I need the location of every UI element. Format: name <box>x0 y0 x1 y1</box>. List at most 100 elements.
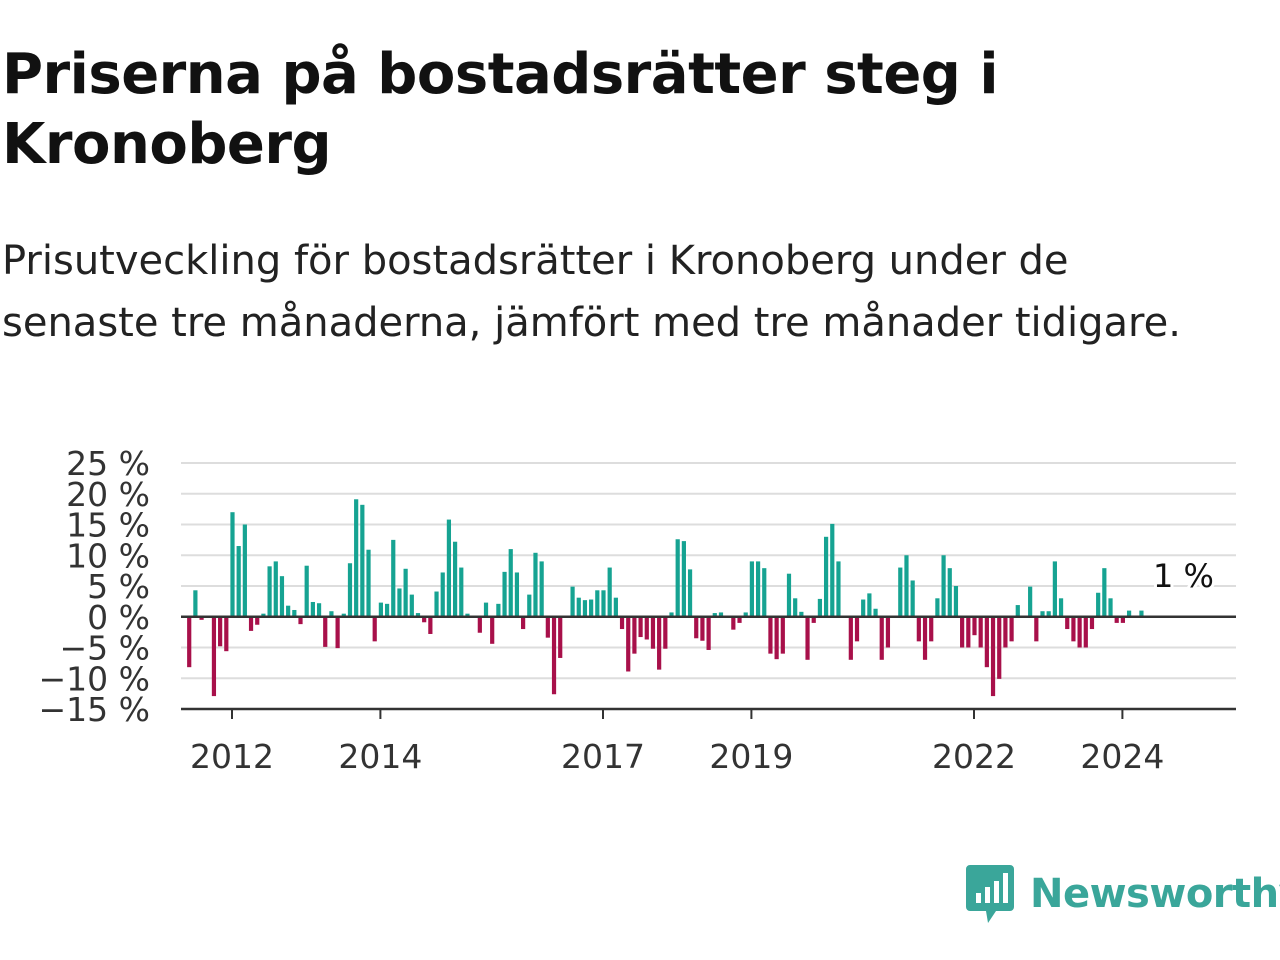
bar <box>922 616 928 660</box>
bar <box>446 519 452 617</box>
bar <box>378 602 383 617</box>
bar-chart: 25 %20 %15 %10 %5 %0 %−5 %−10 %−15 % 2012… <box>39 444 1236 776</box>
bar <box>836 561 841 617</box>
bar <box>669 612 674 617</box>
bar <box>354 499 359 617</box>
chart-title: Priserna på bostadsrätter steg i Kronobe… <box>2 42 999 177</box>
bar <box>384 603 390 617</box>
bar <box>718 612 724 617</box>
bar <box>1046 611 1051 617</box>
y-tick-label: 10 % <box>66 536 150 575</box>
bar <box>372 616 377 642</box>
bar <box>793 598 798 617</box>
y-tick-label: −5 % <box>60 629 151 668</box>
bar <box>910 580 915 617</box>
x-tick-label: 2019 <box>709 737 793 776</box>
bar <box>873 608 878 617</box>
y-tick-label: 5 % <box>87 567 150 606</box>
bar <box>508 549 513 617</box>
bar <box>360 504 365 617</box>
bar <box>199 616 204 620</box>
bar <box>916 616 921 642</box>
bar <box>521 616 526 630</box>
y-tick-label: 0 % <box>87 598 150 637</box>
bar <box>582 600 588 617</box>
bar <box>1126 610 1132 617</box>
x-tick-label: 2014 <box>338 737 422 776</box>
bar <box>545 616 550 638</box>
bar <box>1015 605 1020 617</box>
bar <box>737 616 742 623</box>
bar <box>663 616 668 649</box>
bar <box>242 524 247 617</box>
bar <box>279 576 285 617</box>
bar <box>1083 616 1088 648</box>
bar <box>335 616 340 649</box>
bar <box>490 616 495 644</box>
bar <box>1114 616 1119 623</box>
bar <box>626 616 631 672</box>
bar <box>273 561 278 617</box>
bar <box>267 566 272 617</box>
bar <box>1028 586 1033 617</box>
bar <box>422 616 427 623</box>
bar <box>854 616 860 642</box>
bar <box>817 598 823 617</box>
bar <box>440 572 445 617</box>
bar <box>990 616 996 697</box>
bar <box>879 616 884 660</box>
bar <box>830 523 835 617</box>
bar <box>743 612 748 617</box>
bar <box>218 616 223 647</box>
bar <box>947 568 952 617</box>
y-tick-label: −10 % <box>39 659 151 698</box>
bar <box>650 616 656 649</box>
bar <box>935 598 940 617</box>
bar <box>477 616 482 633</box>
bar <box>978 616 983 648</box>
bar <box>589 599 594 617</box>
bar <box>409 594 414 617</box>
bar <box>391 539 396 617</box>
bar <box>755 561 761 617</box>
bar <box>712 613 717 617</box>
y-tick-label: −15 % <box>39 690 151 729</box>
bar <box>997 616 1002 679</box>
bar <box>1071 616 1076 642</box>
bar <box>347 563 353 617</box>
bar <box>570 586 575 617</box>
bar <box>551 616 557 695</box>
bar <box>236 546 241 617</box>
bar <box>780 616 785 654</box>
bar <box>224 616 229 652</box>
bar <box>687 569 693 617</box>
bar <box>786 573 792 617</box>
x-tick-label: 2017 <box>561 737 645 776</box>
newsworthy-logo-icon <box>966 865 1014 923</box>
bar <box>304 565 309 617</box>
bar <box>706 616 711 650</box>
bar <box>428 616 433 634</box>
bar <box>576 597 581 617</box>
bar <box>323 616 328 647</box>
x-tick-label: 2022 <box>932 737 1016 776</box>
y-tick-label: 20 % <box>66 475 150 514</box>
bar <box>558 616 563 658</box>
bar <box>193 590 198 617</box>
bar <box>867 593 872 617</box>
bar <box>848 616 853 660</box>
bar <box>607 567 612 617</box>
bar <box>898 567 903 617</box>
bar <box>613 597 618 617</box>
bar <box>452 541 458 617</box>
bar <box>601 590 606 617</box>
bar <box>1034 616 1039 642</box>
bar <box>960 616 965 648</box>
bar <box>805 616 810 660</box>
bar <box>984 616 989 668</box>
bar <box>694 616 699 639</box>
bar <box>415 613 421 617</box>
bar <box>966 616 971 648</box>
bar <box>953 586 959 617</box>
bar <box>1052 561 1057 617</box>
